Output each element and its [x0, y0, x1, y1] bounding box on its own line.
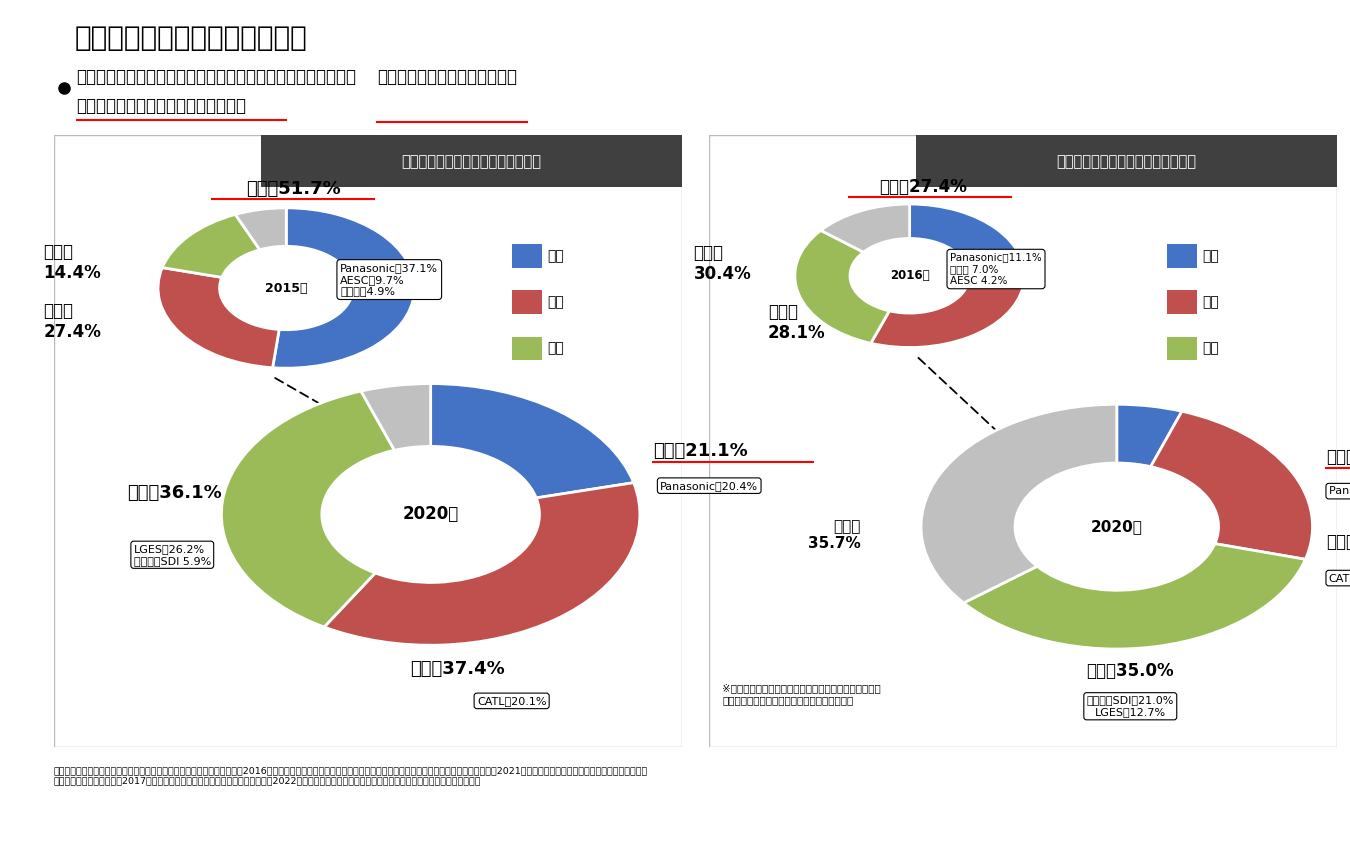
Text: 2016年: 2016年 [890, 269, 929, 282]
Text: 韓国：36.1%: 韓国：36.1% [127, 484, 221, 502]
Text: 日本: 日本 [1202, 249, 1219, 262]
Text: 日本：5.4%: 日本：5.4% [1326, 448, 1350, 467]
Text: その他
35.7%: その他 35.7% [807, 519, 860, 551]
Text: 2015年: 2015年 [265, 282, 308, 295]
Text: 韓国：
14.4%: 韓国： 14.4% [43, 243, 101, 282]
Text: 日本：21.1%: 日本：21.1% [653, 442, 748, 460]
Text: （出典）左図：富士経済「エネルギー・大型二次電池・材料の将来展望　2016－エネルギーデバイス編－」、富士経済「エネルギー・大型二次電池・材料の将来展望　202: （出典）左図：富士経済「エネルギー・大型二次電池・材料の将来展望 2016－エネ… [54, 766, 648, 786]
Text: サムスンSDI：21.0%
LGES：12.7%: サムスンSDI：21.0% LGES：12.7% [1087, 695, 1174, 717]
Text: 日本：51.7%: 日本：51.7% [246, 180, 340, 197]
Text: 中国：37.4%: 中国：37.4% [410, 660, 505, 679]
Text: LGES：26.2%
サムスンSDI 5.9%: LGES：26.2% サムスンSDI 5.9% [134, 544, 211, 565]
Bar [261, 135, 682, 187]
Text: 日系勢は技術優位で初期市場を確保したが、市場の拡大に伴い: 日系勢は技術優位で初期市場を確保したが、市場の拡大に伴い [77, 68, 356, 86]
Text: 2020年: 2020年 [402, 506, 459, 523]
Text: 日本: 日本 [547, 249, 564, 262]
Text: 車載用リチウムイオン電池【世界】: 車載用リチウムイオン電池【世界】 [401, 154, 541, 169]
Text: 韓国: 韓国 [1202, 342, 1219, 355]
Text: Panasonic：20.4%: Panasonic：20.4% [660, 481, 759, 490]
Text: ※主要メーカー以外は「その他」に計上しているため、
　中国、韓国メーカーが含まれている可能性有: ※主要メーカー以外は「その他」に計上しているため、 中国、韓国メーカーが含まれて… [722, 684, 882, 706]
Text: 中国：
28.1%: 中国： 28.1% [768, 303, 825, 342]
Text: 中国：
27.4%: 中国： 27.4% [43, 302, 101, 341]
Text: 定置用リチウムイオン電池【世界】: 定置用リチウムイオン電池【世界】 [1056, 154, 1196, 169]
Text: Panasonic：37.1%
AESC：9.7%
その他：4.9%: Panasonic：37.1% AESC：9.7% その他：4.9% [340, 263, 439, 296]
Text: 韓国：
30.4%: 韓国： 30.4% [694, 244, 752, 283]
Text: Panasonic：11.1%
ソニー 7.0%
AESC 4.2%: Panasonic：11.1% ソニー 7.0% AESC 4.2% [950, 252, 1042, 285]
Text: CATL：20.1%: CATL：20.1% [477, 695, 547, 706]
Text: 韓国：35.0%: 韓国：35.0% [1087, 662, 1174, 679]
Text: Panasonic 2.9%: Panasonic 2.9% [1328, 486, 1350, 496]
Text: 中韓メーカーがシェアを拡大、: 中韓メーカーがシェアを拡大、 [377, 68, 517, 86]
Text: 韓国: 韓国 [547, 342, 564, 355]
Text: 中国: 中国 [547, 295, 564, 309]
Text: 中国: 中国 [1202, 295, 1219, 309]
Text: 2020年: 2020年 [1091, 519, 1142, 534]
Text: 中国：23.9%: 中国：23.9% [1326, 533, 1350, 551]
Text: CATL：8.7%: CATL：8.7% [1328, 573, 1350, 583]
Bar [915, 135, 1336, 187]
Text: 日本：27.4%: 日本：27.4% [879, 177, 967, 196]
Text: 一方で日本メーカーはシェアを低下。: 一方で日本メーカーはシェアを低下。 [77, 97, 247, 116]
Text: 国別・メーカー別のシェア推移: 国別・メーカー別のシェア推移 [74, 24, 306, 51]
